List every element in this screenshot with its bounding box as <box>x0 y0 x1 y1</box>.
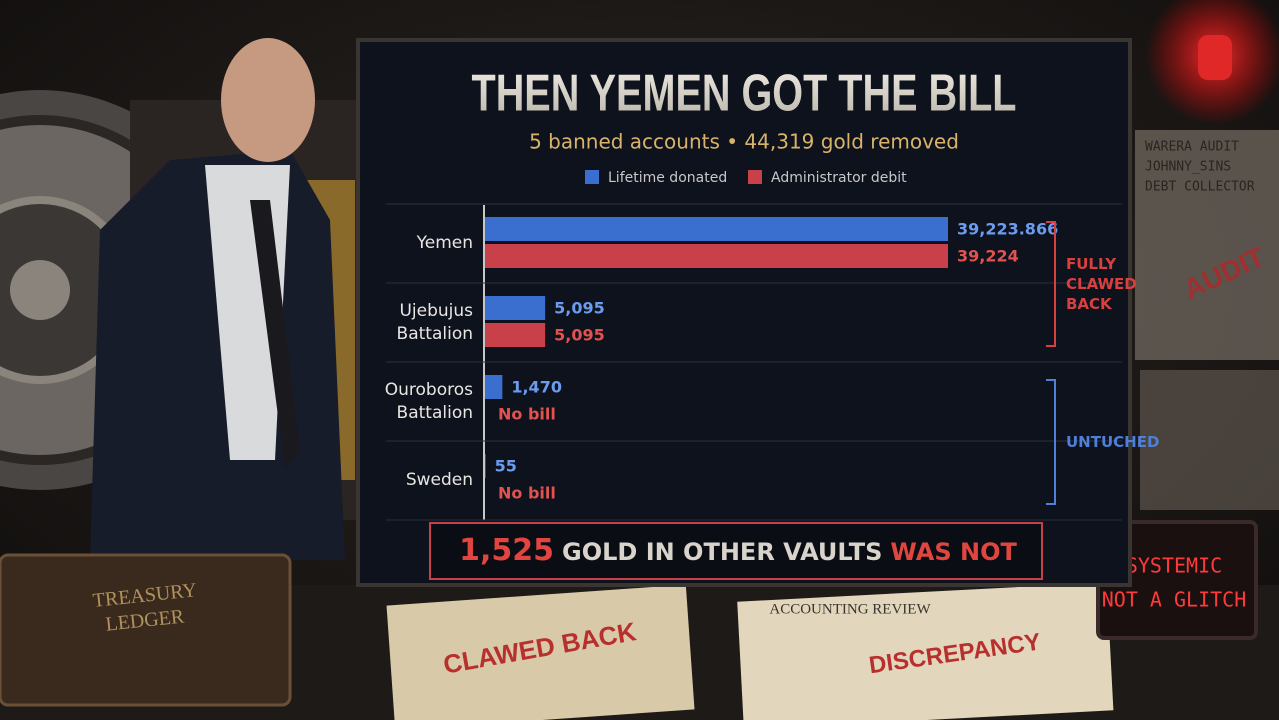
group-box: UNTUCHED <box>1066 380 1176 504</box>
value-label: No bill <box>498 405 556 424</box>
legend-label: Lifetime donated <box>608 170 727 186</box>
board-text: WARERA AUDIT <box>1145 140 1239 155</box>
group-wrap: FULLY CLAWED BACK <box>1066 222 1176 346</box>
legend-label: Administrator debit <box>771 170 907 186</box>
person <box>90 38 345 560</box>
group-wrap: UNTUCHED <box>1066 380 1176 504</box>
category-wrap: Yemen <box>380 204 473 283</box>
alarm-lamp <box>1198 35 1232 80</box>
paper <box>386 584 695 720</box>
category-wrap: Ujebujus Battalion <box>380 283 473 362</box>
category-label: Ujebujus Battalion <box>396 300 473 344</box>
sign-text: NOT A GLITCH <box>1102 588 1247 612</box>
value-label: 39,223.866 <box>957 220 1058 239</box>
bar <box>485 375 503 399</box>
group-label: UNTUCHED <box>1066 433 1160 451</box>
footer-part: GOLD IN OTHER VAULTS <box>562 538 883 566</box>
category-box: Ujebujus Battalion <box>380 283 473 362</box>
category-label: Yemen <box>416 233 473 253</box>
audit-board <box>1135 130 1279 360</box>
bar <box>485 296 546 320</box>
value-label: No bill <box>498 484 556 503</box>
bar <box>485 323 546 347</box>
value-label: 39,224 <box>957 247 1019 266</box>
paper-stack <box>1140 370 1279 510</box>
footer-part: 1,525 <box>459 533 555 568</box>
group-box: FULLY CLAWED BACK <box>1066 222 1176 346</box>
review-title: ACCOUNTING REVIEW <box>769 601 931 617</box>
footer-box <box>429 522 1043 580</box>
value-label: 5,095 <box>554 326 605 345</box>
legend-swatch <box>585 170 599 184</box>
group-bracket <box>1046 221 1056 347</box>
bar <box>485 217 948 241</box>
paper <box>737 582 1114 720</box>
category-label: Sweden <box>405 470 473 490</box>
chart-subtitle: 5 banned accounts • 44,319 gold removed <box>529 130 959 154</box>
footer-part: WAS NOT BILLED. <box>890 538 1017 566</box>
value-label: 55 <box>495 457 517 476</box>
value-label: 1,470 <box>511 378 562 397</box>
board-text: DEBT COLLECTOR <box>1145 180 1255 195</box>
board-text: JOHNNY_SINS <box>1145 160 1231 175</box>
ledger <box>0 553 292 707</box>
group-label: FULLY CLAWED BACK <box>1066 255 1137 313</box>
category-wrap: Ouroboros Battalion <box>380 362 473 441</box>
sign-text: SYSTEMIC <box>1126 554 1222 578</box>
category-box: Yemen <box>380 204 473 283</box>
value-label: 5,095 <box>554 299 605 318</box>
group-bracket <box>1046 379 1056 505</box>
legend-swatch <box>748 170 762 184</box>
bar <box>485 454 486 478</box>
category-label: Ouroboros Battalion <box>384 379 473 423</box>
category-box: Ouroboros Battalion <box>380 362 473 441</box>
bar <box>485 244 948 268</box>
category-box: Sweden <box>380 441 473 520</box>
category-wrap: Sweden <box>380 441 473 520</box>
chart-title: THEN YEMEN GOT THE BILL <box>472 65 1017 123</box>
